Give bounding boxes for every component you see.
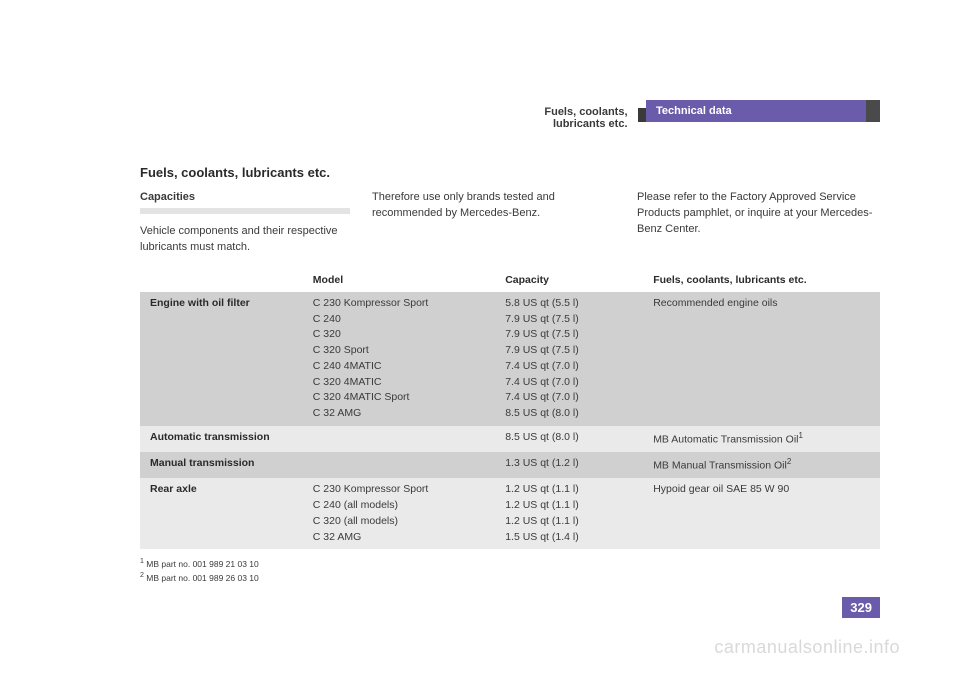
table-cell: 1.2 US qt (1.1 l) 1.2 US qt (1.1 l) 1.2 …	[495, 478, 643, 549]
intro-text-3: Please refer to the Factory Approved Ser…	[637, 190, 880, 238]
footnote: 2 MB part no. 001 989 26 03 10	[140, 571, 880, 585]
page-number: 329	[842, 597, 880, 618]
intro-columns: Capacities Vehicle components and their …	[140, 190, 880, 256]
table-cell: 1.3 US qt (1.2 l)	[495, 452, 643, 478]
table-cell: Rear axle	[140, 478, 303, 549]
header-tab-text: Technical data	[656, 105, 732, 117]
footnote-ref: 1	[798, 431, 802, 440]
table-cell: Recommended engine oils	[643, 292, 880, 426]
table-cell: 8.5 US qt (8.0 l)	[495, 426, 643, 452]
table-cell: C 230 Kompressor Sport C 240 (all models…	[303, 478, 495, 549]
capacities-table: Model Capacity Fuels, coolants, lubrican…	[140, 268, 880, 550]
watermark: carmanualsonline.info	[714, 637, 900, 658]
table-cell: C 230 Kompressor Sport C 240 C 320 C 320…	[303, 292, 495, 426]
table-cell: MB Automatic Transmission Oil1	[643, 426, 880, 452]
table-header-row: Model Capacity Fuels, coolants, lubrican…	[140, 268, 880, 292]
table-cell: Hypoid gear oil SAE 85 W 90	[643, 478, 880, 549]
header-subtitle-wrap: Fuels, coolants, lubricants etc.	[530, 100, 646, 130]
table-row: Manual transmission 1.3 US qt (1.2 l)MB M…	[140, 452, 880, 478]
th-2: Capacity	[495, 268, 643, 292]
intro-col-1: Capacities Vehicle components and their …	[140, 190, 350, 256]
header-subtitle: Fuels, coolants, lubricants etc.	[530, 100, 632, 130]
th-3: Fuels, coolants, lubricants etc.	[643, 268, 880, 292]
table-row: Engine with oil filterC 230 Kompressor S…	[140, 292, 880, 426]
intro-col-2: Therefore use only brands tested and rec…	[372, 190, 615, 256]
table-cell: MB Manual Transmission Oil2	[643, 452, 880, 478]
table-cell: Automatic transmission	[140, 426, 303, 452]
footnotes: 1 MB part no. 001 989 21 03 102 MB part …	[140, 557, 880, 584]
header-end-block	[866, 100, 880, 122]
intro-text-1: Vehicle components and their respective …	[140, 224, 350, 256]
header-bar: Technical data Fuels, coolants, lubrican…	[530, 100, 880, 130]
header-sub-block	[638, 108, 646, 122]
table-cell: 5.8 US qt (5.5 l) 7.9 US qt (7.5 l) 7.9 …	[495, 292, 643, 426]
table-cell: Engine with oil filter	[140, 292, 303, 426]
table-row: Automatic transmission 8.5 US qt (8.0 l)M…	[140, 426, 880, 452]
footnote-num: 1	[140, 558, 144, 565]
table-cell	[303, 452, 495, 478]
intro-text-2: Therefore use only brands tested and rec…	[372, 190, 615, 222]
table-body: Engine with oil filterC 230 Kompressor S…	[140, 292, 880, 550]
footnote-num: 2	[140, 572, 144, 579]
th-1: Model	[303, 268, 495, 292]
footnote: 1 MB part no. 001 989 21 03 10	[140, 557, 880, 571]
header-tab: Technical data	[646, 100, 866, 122]
footnote-ref: 2	[787, 457, 791, 466]
table-cell	[303, 426, 495, 452]
section-heading: Fuels, coolants, lubricants etc.	[140, 165, 880, 180]
intro-subhead: Capacities	[140, 190, 350, 214]
intro-col-3: Please refer to the Factory Approved Ser…	[637, 190, 880, 256]
table-cell: Manual transmission	[140, 452, 303, 478]
th-0	[140, 268, 303, 292]
table-row: Rear axleC 230 Kompressor Sport C 240 (a…	[140, 478, 880, 549]
manual-page: Technical data Fuels, coolants, lubrican…	[0, 0, 960, 678]
